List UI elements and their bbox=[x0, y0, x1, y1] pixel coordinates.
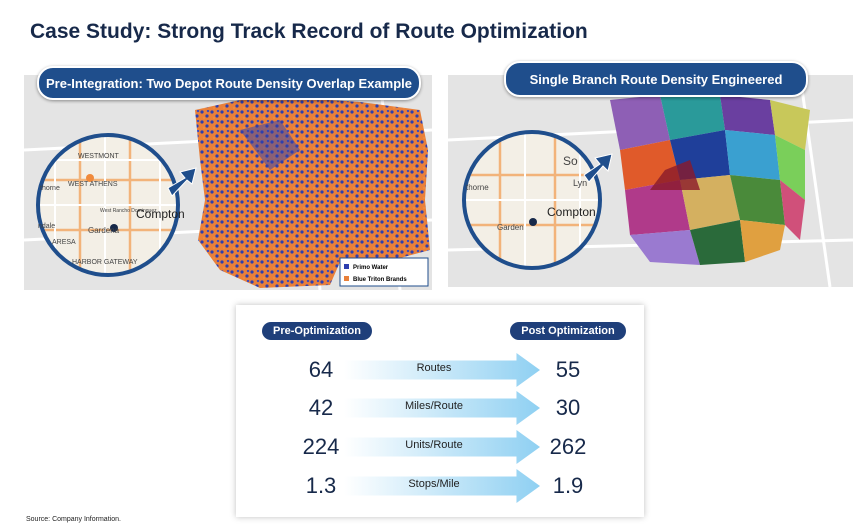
legend bbox=[339, 257, 429, 287]
comparison-table: Pre-Optimization Post Optimization 64 Rou… bbox=[236, 305, 644, 517]
map-label: Compton bbox=[136, 207, 185, 221]
post-value: 1.9 bbox=[552, 473, 584, 498]
table-header: Pre-Optimization bbox=[262, 322, 372, 340]
panel-label: Pre-Integration: Two Depot Route Density… bbox=[37, 66, 421, 100]
legend-swatch bbox=[344, 264, 349, 269]
source: Source: Company Information. bbox=[26, 516, 121, 523]
metric-label: Units/Route bbox=[405, 439, 463, 451]
inset-border bbox=[462, 130, 602, 270]
table-row: 224 Units/Route 262 bbox=[236, 430, 644, 464]
table-row: 1.3 Stops/Mile 1.9 bbox=[236, 469, 644, 503]
map-label: HARBOR GATEWAY bbox=[72, 259, 138, 266]
legend-label: Primo Water bbox=[353, 265, 389, 271]
map-label: thorne bbox=[40, 185, 60, 192]
legend-swatch bbox=[344, 276, 349, 281]
pre-value: 64 bbox=[308, 357, 334, 382]
post-value: 30 bbox=[555, 395, 581, 420]
panel-label: Single Branch Route Density Engineered bbox=[504, 61, 808, 97]
metric-label: Routes bbox=[416, 362, 452, 374]
map-label: So bbox=[563, 154, 578, 168]
map-label: WESTMONT bbox=[78, 153, 120, 160]
pre-value: 224 bbox=[302, 434, 340, 459]
map-label: Gardena bbox=[88, 226, 120, 235]
metric-label: Miles/Route bbox=[404, 400, 464, 412]
map-label: WEST ATHENS bbox=[68, 181, 118, 188]
table-row: 42 Miles/Route 30 bbox=[236, 391, 644, 425]
post-value: 55 bbox=[555, 357, 581, 382]
maps: WESTMONT WEST ATHENS thorne ndale West R… bbox=[23, 74, 854, 291]
arrow bbox=[583, 153, 613, 183]
map-label: Lyn bbox=[573, 178, 587, 188]
map-label: West Rancho Dominguez bbox=[100, 208, 157, 214]
inset-map bbox=[38, 135, 178, 275]
map-label: Garden bbox=[497, 223, 524, 232]
legend-label: Blue Triton Brands bbox=[353, 277, 407, 283]
table-header: Post Optimization bbox=[510, 322, 626, 340]
inset-map bbox=[464, 132, 600, 268]
route-zones bbox=[610, 95, 810, 265]
pre-value: 1.3 bbox=[305, 473, 337, 498]
map-label: ARESA bbox=[52, 239, 76, 246]
arrow bbox=[167, 167, 197, 197]
route-cluster bbox=[240, 120, 300, 170]
metric-label: Stops/Mile bbox=[408, 478, 460, 490]
map-label: Compton bbox=[547, 205, 596, 219]
inset-border bbox=[36, 133, 180, 277]
map-label: thorne bbox=[466, 183, 489, 192]
post-value: 262 bbox=[549, 434, 587, 459]
map-label: ndale bbox=[38, 223, 55, 230]
table-row: 64 Routes 55 bbox=[236, 353, 644, 387]
pre-value: 42 bbox=[308, 395, 334, 420]
title: Case Study: Strong Track Record of Route… bbox=[30, 20, 588, 43]
